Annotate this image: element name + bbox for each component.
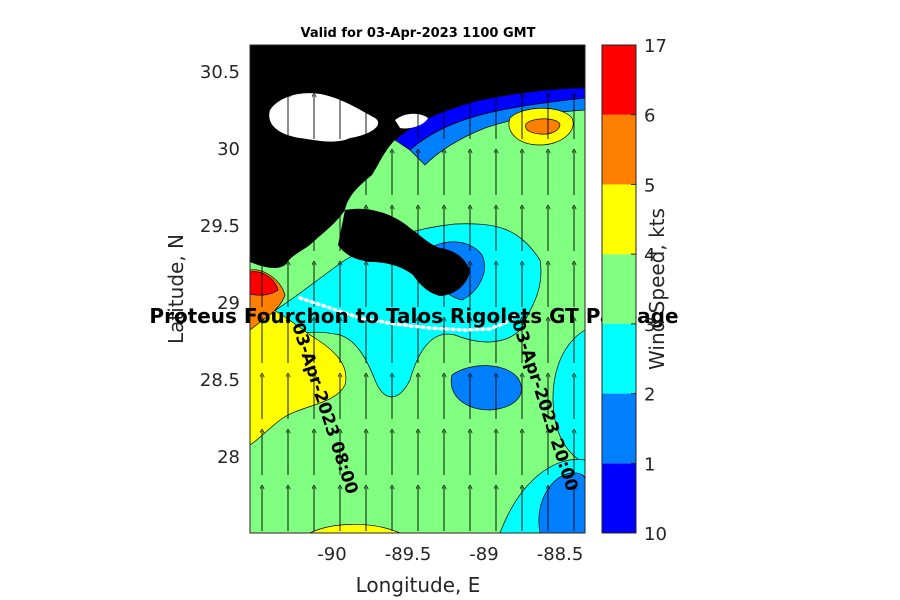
y-tick-label: 28.5 bbox=[200, 370, 240, 391]
chart-title: Valid for 03-Apr-2023 1100 GMT bbox=[301, 26, 536, 41]
colorbar-tick-label: 4 bbox=[644, 245, 655, 266]
x-tick-label: -89 bbox=[469, 544, 498, 565]
colorbar bbox=[602, 45, 636, 533]
colorbar-tick-label: 3 bbox=[644, 315, 655, 336]
plot-frame bbox=[249, 44, 586, 534]
wind-level-5-6-area-northeast bbox=[525, 118, 561, 135]
colorbar-segment bbox=[602, 463, 636, 533]
x-tick-label: -89.5 bbox=[385, 544, 432, 565]
colorbar-frame bbox=[601, 44, 637, 534]
colorbar-tick-label: 2 bbox=[644, 385, 655, 406]
x-axis: -90 -89.5 -89 -88.5 bbox=[317, 544, 583, 565]
wind-level-6-7-area-west bbox=[250, 271, 279, 296]
route-label: Proteus Fourchon to Talos Rigolets GT Pa… bbox=[149, 304, 678, 328]
colorbar-tick-label: 6 bbox=[644, 106, 655, 127]
colorbar-label: Wind Speed, kts bbox=[645, 208, 669, 370]
lake-borgne bbox=[395, 113, 428, 129]
delta-lobe bbox=[338, 208, 470, 296]
wind-vector-field bbox=[262, 95, 574, 531]
y-tick-label: 28 bbox=[217, 447, 240, 468]
y-tick-label: 30 bbox=[217, 139, 240, 160]
route-line bbox=[298, 296, 517, 332]
x-tick-label: -88.5 bbox=[537, 544, 584, 565]
x-tick-label: -90 bbox=[317, 544, 346, 565]
colorbar-segment bbox=[602, 114, 636, 185]
colorbar-tick-label: 17 bbox=[644, 36, 667, 57]
y-tick-label: 30.5 bbox=[200, 62, 240, 83]
y-tick-label: 29.5 bbox=[200, 216, 240, 237]
y-axis: 28 28.5 29 29.5 30 30.5 bbox=[200, 62, 240, 468]
wind-level-2-3-area-east bbox=[552, 329, 585, 463]
colorbar-segment bbox=[602, 184, 636, 255]
y-tick-label: 29 bbox=[217, 293, 240, 314]
map-plot-area bbox=[250, 45, 585, 533]
colorbar-segment bbox=[602, 45, 636, 115]
colorbar-tick-label: 1 bbox=[644, 454, 655, 475]
colorbar-segment bbox=[602, 254, 636, 324]
wind-level-1-2-area-shore bbox=[409, 97, 585, 166]
wind-level-4-5-area-south bbox=[309, 524, 401, 533]
colorbar-segment bbox=[602, 393, 636, 464]
colorbar-segment bbox=[602, 323, 636, 394]
colorbar-tick-label: 5 bbox=[644, 175, 655, 196]
lake-pontchartrain bbox=[269, 93, 379, 142]
colorbar-ticks: 10 1 2 3 4 5 6 17 bbox=[631, 36, 667, 545]
wind-level-4-5-area bbox=[250, 299, 347, 446]
y-axis-label: Latitude, N bbox=[164, 234, 188, 344]
colorbar-tick-label: 10 bbox=[644, 524, 667, 545]
x-axis-label: Longitude, E bbox=[356, 573, 481, 597]
